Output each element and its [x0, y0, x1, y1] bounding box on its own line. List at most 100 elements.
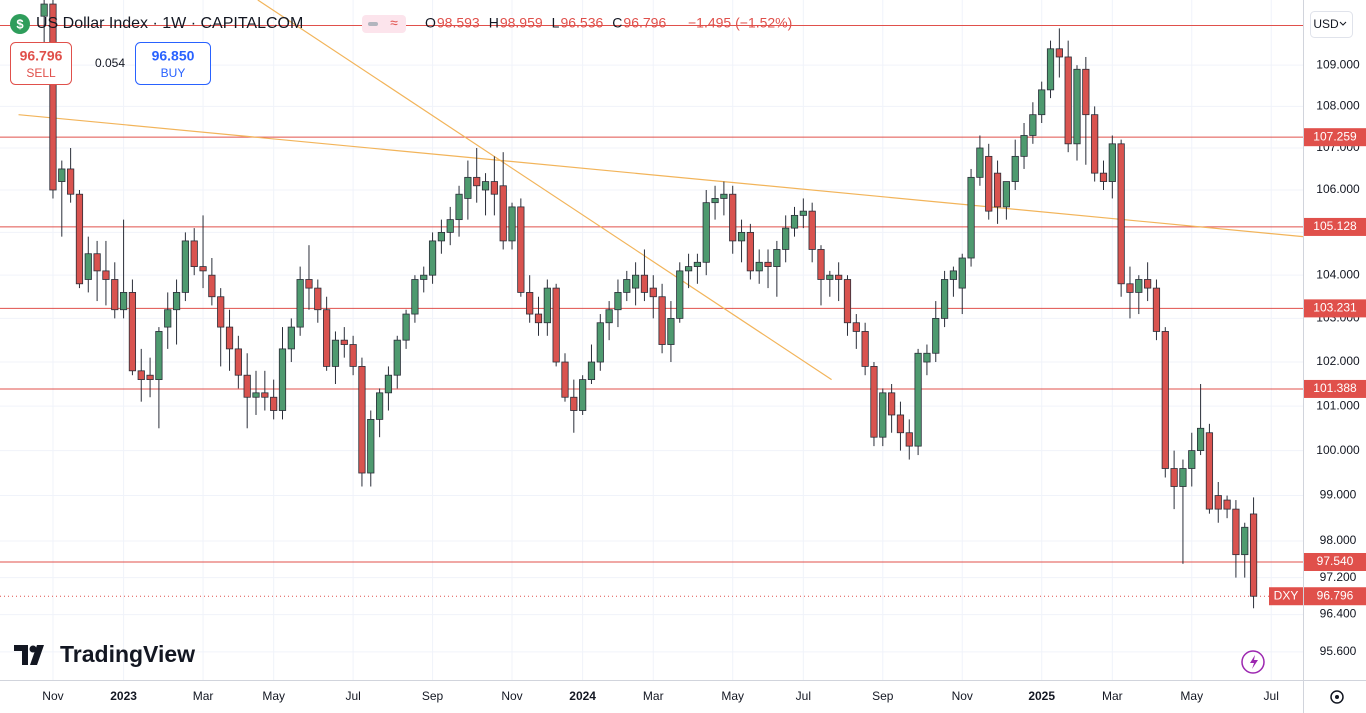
candle-body — [1108, 143, 1116, 182]
y-tick-label: 104.000 — [1316, 267, 1360, 281]
y-tick-label: 98.000 — [1320, 533, 1357, 547]
ohlc-key: C — [612, 15, 622, 31]
y-tick-label: 102.000 — [1316, 354, 1360, 368]
candle-body — [932, 317, 940, 354]
candle-body — [464, 176, 472, 199]
candle-body — [252, 392, 260, 398]
buy-button[interactable] — [135, 42, 211, 85]
candle-body — [1073, 68, 1081, 145]
ohlc-key: H — [489, 15, 499, 31]
alert-icon[interactable] — [1241, 650, 1265, 674]
candle-body — [58, 168, 66, 182]
y-tick-label: 106.000 — [1316, 182, 1360, 196]
candle-body — [93, 253, 101, 272]
candle-body — [481, 181, 490, 191]
candle-body — [817, 249, 825, 280]
candle-body — [720, 193, 728, 199]
symbol-tag: DXY — [1274, 588, 1299, 602]
candle-body — [808, 210, 816, 250]
candle-body — [870, 366, 878, 438]
candle-body — [940, 279, 949, 319]
buy-price: 96.850 — [152, 48, 195, 64]
candle-body — [711, 198, 719, 204]
symbol-title[interactable]: US Dollar Index · 1W · CAPITALCOM — [36, 15, 303, 32]
x-tick-label: Jul — [796, 689, 811, 703]
candle-body — [835, 274, 843, 280]
level-label: 107.259 — [1313, 129, 1357, 143]
candle-body — [1249, 513, 1258, 597]
candle-body — [367, 418, 375, 474]
candle-body — [1029, 114, 1037, 136]
ohlc-legend: O 98.593 H 98.959 L 96.536 C 96.796 — [425, 15, 666, 31]
candle-body — [40, 3, 48, 17]
candle-body — [243, 374, 251, 398]
candle-body — [164, 309, 172, 328]
candle-body — [790, 214, 799, 229]
candle-body — [826, 274, 834, 280]
candle-body — [455, 193, 463, 221]
candle-body — [993, 172, 1002, 208]
candle-body — [1144, 279, 1152, 289]
candle-body — [1046, 48, 1055, 91]
currency: USD — [1313, 17, 1339, 31]
x-tick-label: Mar — [193, 689, 214, 703]
candle-body — [561, 361, 569, 398]
candle-body — [737, 231, 746, 242]
candle-body — [976, 147, 984, 178]
sell-button[interactable] — [10, 42, 72, 85]
sell-label: SELL — [26, 66, 56, 80]
trend-line — [257, 0, 832, 381]
candle-body — [137, 370, 145, 381]
candle-body — [331, 339, 340, 367]
candle-body — [923, 352, 931, 363]
currency-caret — [1339, 21, 1347, 26]
candle-body — [914, 352, 922, 447]
candle-body — [596, 322, 604, 363]
candle-body — [1170, 468, 1178, 487]
indicator-pill[interactable] — [362, 15, 406, 33]
y-tick-label: 108.000 — [1316, 99, 1360, 113]
candle-body — [358, 366, 366, 474]
plot-area — [0, 0, 1303, 609]
candle-body — [84, 253, 92, 280]
settings-icon[interactable] — [1330, 690, 1344, 704]
candle-body — [128, 292, 137, 372]
y-tick-label: 97.200 — [1320, 570, 1357, 584]
candle-body — [490, 181, 498, 195]
candle-body — [499, 185, 507, 242]
brand-logo — [14, 645, 44, 665]
candle-body — [75, 193, 84, 285]
ohlc-value: 98.593 — [437, 15, 480, 31]
candle-body — [879, 392, 887, 438]
candle-body — [746, 231, 754, 272]
candle-body — [340, 339, 348, 345]
candle-body — [49, 3, 57, 191]
currency-button[interactable] — [1310, 11, 1353, 38]
candle-body — [1002, 181, 1010, 208]
grid — [0, 0, 1303, 680]
candle-body — [764, 261, 772, 267]
candle-body — [199, 266, 207, 272]
candle-body — [393, 339, 401, 376]
candle-body — [1241, 526, 1249, 556]
candle-body — [605, 309, 613, 324]
candle-body — [640, 274, 649, 293]
candle-body — [1161, 331, 1169, 469]
x-tick-label: May — [1180, 689, 1203, 703]
candle-body — [676, 270, 684, 319]
level-label: 105.128 — [1313, 219, 1357, 233]
candle-body — [1214, 495, 1222, 510]
trend-line — [18, 114, 1303, 238]
level-label-bg — [1304, 299, 1366, 318]
candle-body — [782, 227, 790, 250]
candle-body — [287, 326, 295, 350]
candle-body — [428, 240, 437, 276]
candle-body — [967, 176, 975, 259]
candle-body — [270, 396, 278, 411]
candle-body — [261, 392, 269, 398]
x-tick-label: Nov — [952, 689, 973, 703]
level-label-bg — [1304, 128, 1366, 147]
ohlc-value: 98.959 — [500, 15, 543, 31]
candle-body — [225, 326, 234, 350]
candle-body — [349, 344, 357, 367]
